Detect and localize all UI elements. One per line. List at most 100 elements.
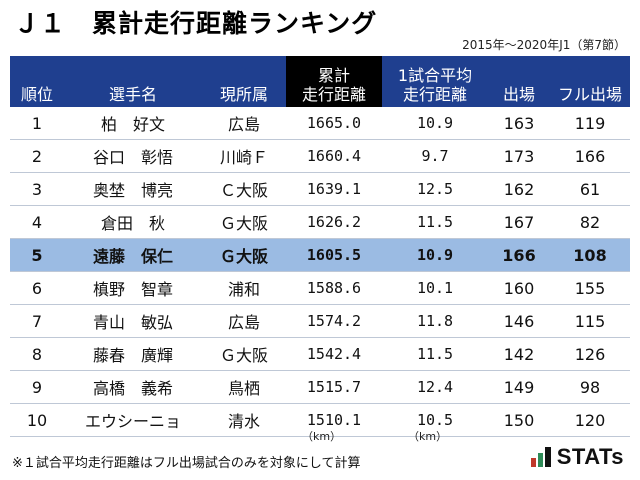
apps-cell: 146 [488,304,550,338]
apps-cell: 142 [488,337,550,371]
table-row: 4 倉田 秋 Ｇ大阪 1626.2 11.5 167 82 [10,205,630,239]
avg-distance-cell: 12.5 [382,172,488,206]
table-row: 5 遠藤 保仁 Ｇ大阪 1605.5 10.9 166 108 [10,238,630,272]
header-avg-line1: 1試合平均 [397,66,473,85]
full-apps-cell: 115 [550,304,630,338]
stats-logo-text: STATs [556,444,624,469]
header-player: 選手名 [64,56,202,107]
total-distance-cell: 1639.1 [286,172,382,206]
total-distance-cell: 1574.2 [286,304,382,338]
table-header-row: 順位 選手名 現所属 累計 走行距離 1試合平均 走行距離 出場 フル出場 [10,56,630,107]
player-name-cell: 槙野 智章 [64,271,202,305]
club-cell: 川崎Ｆ [202,139,286,173]
rank-cell: 4 [10,205,64,239]
apps-cell: 166 [488,238,550,272]
rank-cell: 1 [10,107,64,140]
total-distance-cell: 1665.0 [286,107,382,140]
apps-cell: 160 [488,271,550,305]
table-row: 7 青山 敏弘 広島 1574.2 11.8 146 115 [10,304,630,338]
club-cell: 広島 [202,107,286,140]
apps-cell: 149 [488,370,550,404]
header-total-line1: 累計 [317,66,350,85]
rank-cell: 7 [10,304,64,338]
header-avg-distance: 1試合平均 走行距離 [382,56,488,107]
avg-distance-cell: 11.5 [382,205,488,239]
rank-cell: 8 [10,337,64,371]
full-apps-cell: 155 [550,271,630,305]
full-apps-cell: 126 [550,337,630,371]
total-distance-cell: 1660.4 [286,139,382,173]
full-apps-cell: 108 [550,238,630,272]
rank-cell: 6 [10,271,64,305]
player-name-cell: 奥埜 博亮 [64,172,202,206]
full-apps-cell: 61 [550,172,630,206]
unit-total: （km） [302,430,342,443]
header-total-distance: 累計 走行距離 [286,56,382,107]
player-name-cell: 柏 好文 [64,107,202,140]
club-cell: Ｇ大阪 [202,205,286,239]
full-apps-cell: 119 [550,107,630,140]
club-cell: 鳥栖 [202,370,286,404]
avg-distance-cell: 10.1 [382,271,488,305]
table-row: 9 高橋 義希 鳥栖 1515.7 12.4 149 98 [10,370,630,404]
player-name-cell: 藤春 廣輝 [64,337,202,371]
club-cell: 清水 [202,403,286,437]
header-apps: 出場 [488,56,550,107]
avg-distance-cell: 11.8 [382,304,488,338]
total-distance-cell: 1510.1 [286,403,382,437]
full-apps-cell: 82 [550,205,630,239]
avg-distance-cell: 11.5 [382,337,488,371]
player-name-cell: 谷口 彰悟 [64,139,202,173]
table-row: 10 エウシーニョ 清水 1510.1 10.5 150 120 [10,403,630,437]
stats-logo: STATs [530,444,624,470]
total-distance-cell: 1588.6 [286,271,382,305]
club-cell: 広島 [202,304,286,338]
avg-distance-cell: 9.7 [382,139,488,173]
club-cell: Ｇ大阪 [202,337,286,371]
rank-cell: 9 [10,370,64,404]
full-apps-cell: 120 [550,403,630,437]
header-club: 現所属 [202,56,286,107]
table-row: 6 槙野 智章 浦和 1588.6 10.1 160 155 [10,271,630,305]
header-total-line2: 走行距離 [301,85,366,104]
apps-cell: 163 [488,107,550,140]
avg-distance-cell: 10.9 [382,107,488,140]
rank-cell: 2 [10,139,64,173]
table-row: 8 藤春 廣輝 Ｇ大阪 1542.4 11.5 142 126 [10,337,630,371]
stats-logo-icon [530,447,551,467]
club-cell: Ｇ大阪 [202,238,286,272]
rank-cell: 3 [10,172,64,206]
player-name-cell: エウシーニョ [64,403,202,437]
apps-cell: 162 [488,172,550,206]
player-name-cell: 倉田 秋 [64,205,202,239]
header-full-apps: フル出場 [550,56,630,107]
period-label: 2015年〜2020年J1（第7節） [462,38,626,52]
rank-cell: 5 [10,238,64,272]
total-distance-cell: 1515.7 [286,370,382,404]
total-distance-cell: 1626.2 [286,205,382,239]
rank-cell: 10 [10,403,64,437]
club-cell: 浦和 [202,271,286,305]
page-title: Ｊ１ 累計走行距離ランキング [14,9,378,38]
avg-distance-cell: 12.4 [382,370,488,404]
apps-cell: 167 [488,205,550,239]
table-row: 2 谷口 彰悟 川崎Ｆ 1660.4 9.7 173 166 [10,139,630,173]
header-avg-line2: 走行距離 [402,85,467,104]
club-cell: Ｃ大阪 [202,172,286,206]
player-name-cell: 高橋 義希 [64,370,202,404]
table-row: 3 奥埜 博亮 Ｃ大阪 1639.1 12.5 162 61 [10,172,630,206]
player-name-cell: 青山 敏弘 [64,304,202,338]
full-apps-cell: 98 [550,370,630,404]
header-rank: 順位 [10,56,64,107]
unit-avg: （km） [408,430,448,443]
player-name-cell: 遠藤 保仁 [64,238,202,272]
avg-distance-cell: 10.5 [382,403,488,437]
footnote: ※１試合平均走行距離はフル出場試合のみを対象にして計算 [12,456,361,471]
avg-distance-cell: 10.9 [382,238,488,272]
total-distance-cell: 1605.5 [286,238,382,272]
apps-cell: 150 [488,403,550,437]
apps-cell: 173 [488,139,550,173]
full-apps-cell: 166 [550,139,630,173]
